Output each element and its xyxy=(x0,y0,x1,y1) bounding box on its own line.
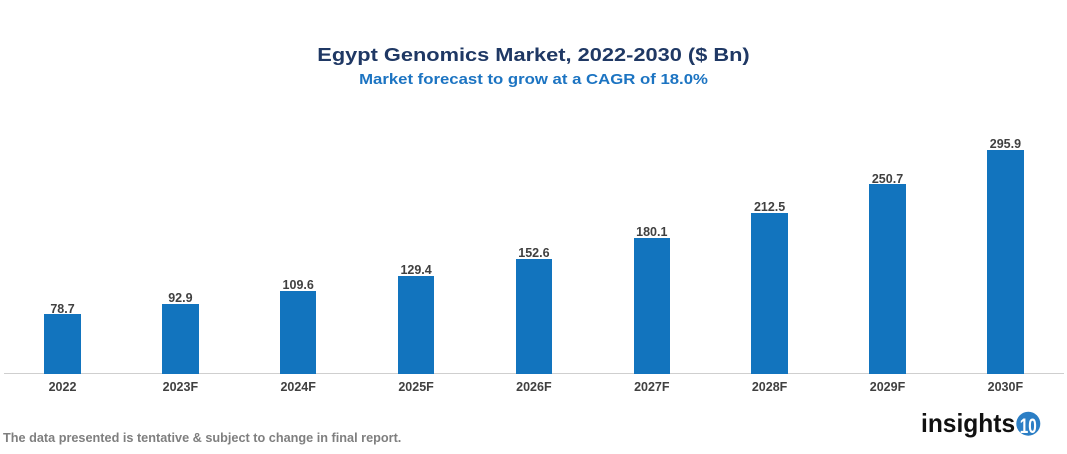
svg-text:10: 10 xyxy=(1020,414,1037,438)
